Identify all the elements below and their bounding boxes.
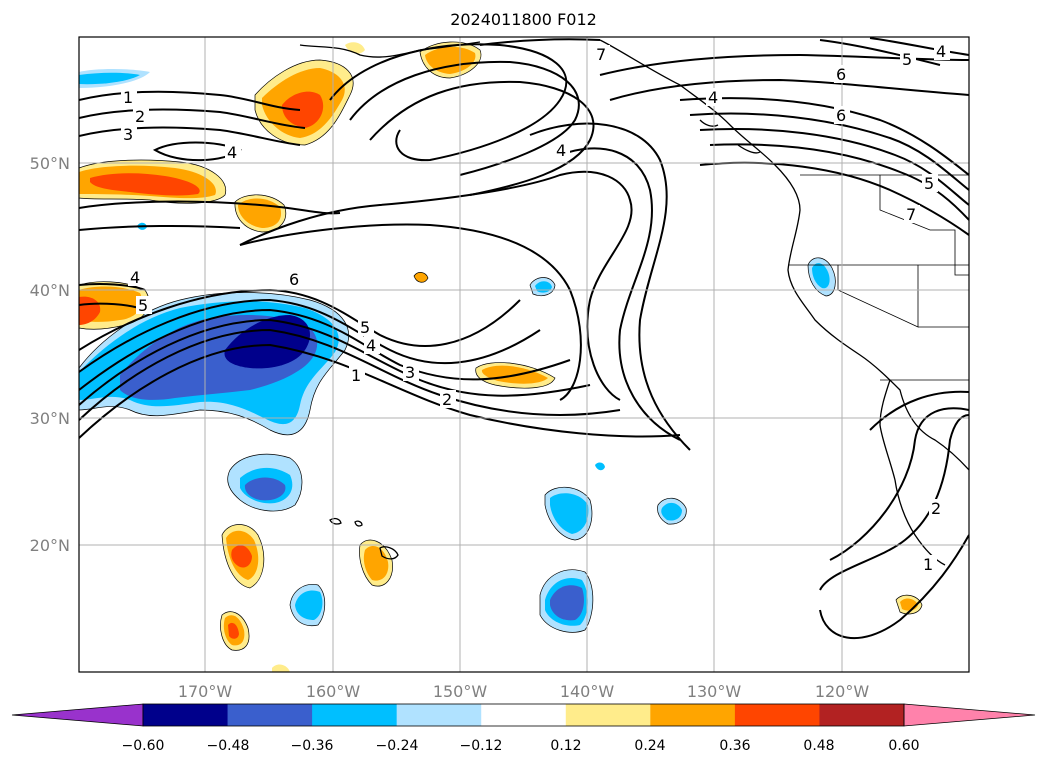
contour-label: 4 — [366, 336, 376, 355]
colorbar-tick-label: 0.48 — [803, 738, 834, 754]
longitude-labels: 170°W 160°W 150°W 140°W 130°W 120°W — [178, 682, 870, 701]
colorbar-tick-label: −0.48 — [207, 738, 250, 754]
latitude-labels: 50°N 40°N 30°N 20°N — [30, 154, 70, 555]
colorbar-segments — [11, 703, 1036, 727]
contour-label: 5 — [360, 318, 370, 337]
contour-label: 7 — [596, 45, 606, 64]
contour-labels: 1 2 3 4 6 4 5 4 3 2 1 4 5 6 — [121, 42, 950, 574]
lon-label: 150°W — [433, 682, 488, 701]
colorbar-tick-label: −0.12 — [460, 738, 503, 754]
colorbar-segment — [143, 704, 229, 726]
colorbar-segment — [481, 704, 567, 726]
contour-label: 6 — [836, 106, 846, 125]
grid-lines — [79, 37, 969, 672]
contour-label: 3 — [123, 125, 133, 144]
colorbar-tick-label: −0.36 — [291, 738, 334, 754]
lon-label: 130°W — [687, 682, 742, 701]
colorbar-segment — [565, 704, 651, 726]
colorbar-tick-label: −0.24 — [376, 738, 419, 754]
lat-label: 20°N — [30, 536, 70, 555]
colorbar-segment — [227, 704, 313, 726]
lon-label: 120°W — [815, 682, 870, 701]
colorbar-tick-label: −0.60 — [122, 738, 165, 754]
contour-lines — [79, 37, 969, 639]
colorbar-frame — [142, 703, 905, 727]
colorbar-segment — [396, 704, 482, 726]
contour-label: 1 — [123, 88, 133, 107]
map-area: 1 2 3 4 6 4 5 4 3 2 1 4 5 6 — [79, 37, 969, 672]
contour-label: 7 — [906, 205, 916, 224]
contour-label: 1 — [351, 366, 361, 385]
colorbar-tick-label: 0.36 — [719, 738, 750, 754]
positive-anomaly-regions — [79, 41, 923, 672]
contour-label: 3 — [405, 363, 415, 382]
colorbar-segment — [312, 704, 398, 726]
colorbar-segment — [650, 704, 736, 726]
contour-label: 4 — [130, 268, 140, 287]
lon-label: 170°W — [178, 682, 233, 701]
map-title: 2024011800 F012 — [450, 10, 597, 29]
contour-label: 2 — [931, 499, 941, 518]
contour-label: 4 — [708, 88, 718, 107]
colorbar-tick-label: 0.12 — [550, 738, 581, 754]
colorbar-segment — [819, 704, 905, 726]
colorbar-segment — [734, 704, 820, 726]
contour-label: 4 — [936, 42, 946, 61]
lat-label: 40°N — [30, 281, 70, 300]
contour-label: 2 — [442, 390, 452, 409]
contour-label: 5 — [138, 296, 148, 315]
lat-label: 30°N — [30, 409, 70, 428]
negative-anomaly-regions — [79, 69, 836, 633]
contour-label: 2 — [135, 107, 145, 126]
political-borders — [788, 174, 969, 381]
colorbar-tick-label: 0.60 — [888, 738, 919, 754]
contour-label: 5 — [924, 174, 934, 193]
map-frame — [78, 36, 970, 673]
lon-label: 160°W — [306, 682, 361, 701]
contour-label: 1 — [923, 555, 933, 574]
colorbar-tick-label: 0.24 — [634, 738, 665, 754]
colorbar-extend-high — [903, 703, 1036, 727]
contour-label: 6 — [289, 270, 299, 289]
contour-label: 5 — [902, 50, 912, 69]
colorbar: −0.60 −0.48 −0.36 −0.24 −0.12 0.12 0.24 … — [11, 703, 1036, 754]
lon-label: 140°W — [560, 682, 615, 701]
coastline — [299, 39, 969, 566]
colorbar-extend-low — [11, 703, 144, 727]
contour-label: 4 — [227, 143, 237, 162]
contour-label: 4 — [556, 141, 566, 160]
lat-label: 50°N — [30, 154, 70, 173]
contour-label: 6 — [836, 65, 846, 84]
colorbar-tick-labels: −0.60 −0.48 −0.36 −0.24 −0.12 0.12 0.24 … — [122, 738, 920, 754]
